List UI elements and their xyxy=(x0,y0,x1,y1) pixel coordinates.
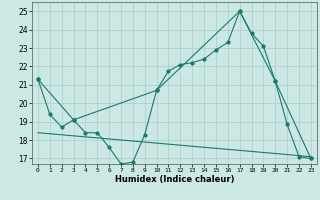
X-axis label: Humidex (Indice chaleur): Humidex (Indice chaleur) xyxy=(115,175,234,184)
